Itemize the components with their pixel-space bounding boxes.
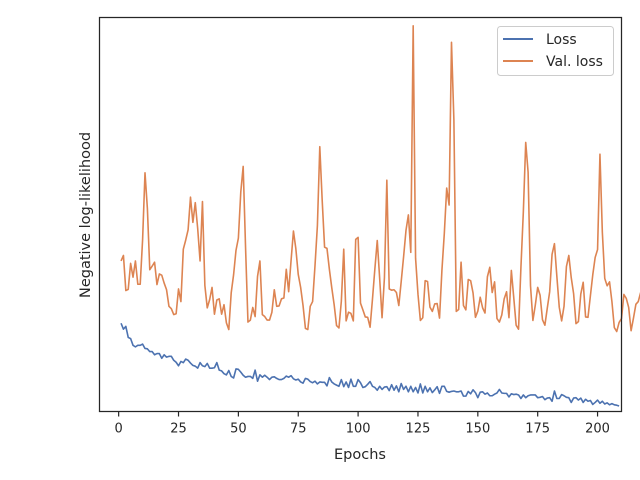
legend-label-val-loss: Val. loss (546, 54, 603, 70)
x-tick-label: 0 (115, 422, 123, 437)
x-tick-label: 125 (406, 422, 431, 437)
x-tick-label: 25 (170, 422, 187, 437)
x-axis-label: Epochs (334, 447, 386, 463)
x-tick-label: 175 (525, 422, 550, 437)
series-line-loss (120, 322, 620, 407)
x-tick-label: 50 (230, 422, 247, 437)
x-tick-label: 100 (346, 422, 371, 437)
x-axis-ticks: 0 25 50 75 100 125 150 175 200 (115, 411, 610, 437)
legend: Loss Val. loss (497, 26, 614, 76)
plot-area (99, 17, 622, 412)
x-tick-label: 75 (290, 422, 307, 437)
legend-label-loss: Loss (546, 32, 577, 48)
x-tick-label: 150 (465, 422, 490, 437)
series-line-val-loss (120, 24, 640, 333)
plot-frame (98, 16, 623, 413)
x-tick-label: 200 (585, 422, 610, 437)
series-layer (120, 24, 640, 407)
y-axis-label: Negative log-likelihood (78, 132, 94, 298)
